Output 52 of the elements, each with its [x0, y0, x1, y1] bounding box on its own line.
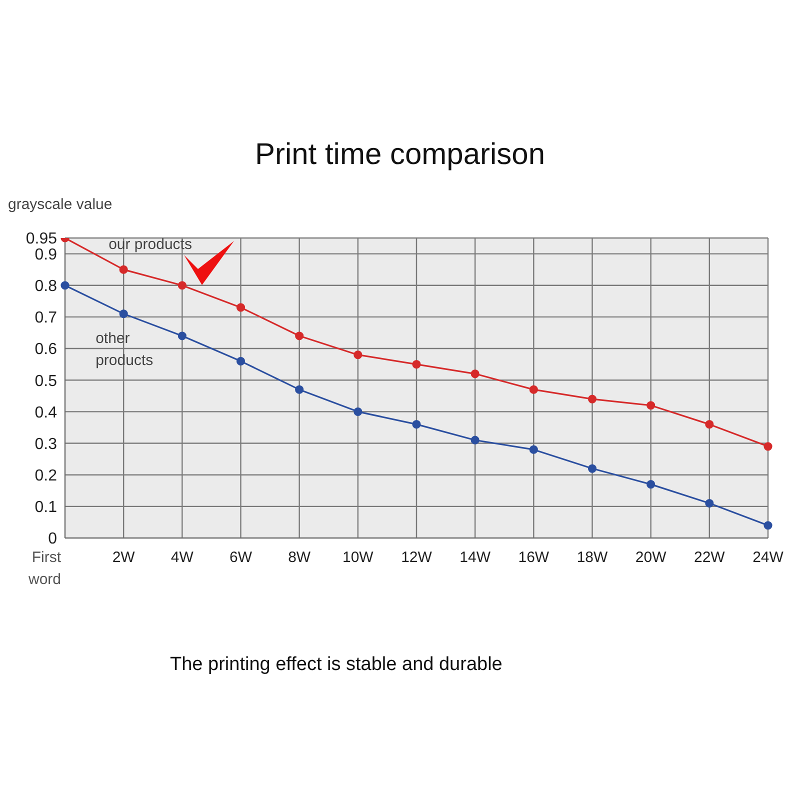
x-tick-label: First word: [27, 549, 62, 588]
y-tick-label: 0.9: [34, 246, 58, 264]
x-tick-label: 22W: [694, 549, 726, 566]
x-tick-label: 6W: [230, 549, 253, 566]
point: [119, 265, 128, 274]
y-axis-title: grayscale value: [8, 196, 114, 215]
chart-title: Print time comparison: [254, 138, 546, 173]
y-tick-label: 0.1: [34, 499, 58, 516]
x-tick-label: 20W: [635, 549, 668, 566]
point: [646, 480, 656, 489]
text: The printing effect is stable and durable: [170, 654, 504, 676]
point: [236, 303, 246, 312]
point: [588, 394, 597, 404]
y-tick-label: 0.6: [34, 341, 58, 358]
y-tick-label: 0.3: [34, 436, 58, 453]
x-tick-label: 18W: [576, 549, 609, 566]
point: [705, 498, 714, 508]
point: [764, 521, 772, 530]
x-tick-label: 10W: [342, 549, 374, 566]
point: [529, 445, 538, 454]
x-tick-label: 14W: [460, 549, 492, 566]
point: [60, 281, 70, 290]
point: [412, 420, 421, 429]
point: [470, 369, 480, 378]
y-tick-label: 0.4: [34, 404, 58, 422]
point: [705, 420, 714, 429]
point: [119, 309, 128, 318]
point: [295, 385, 304, 394]
x-tick-label: 4W: [170, 549, 194, 566]
y-tick-label: 0.95: [26, 230, 58, 248]
y-tick-label: 0.5: [34, 372, 58, 390]
point: [646, 401, 656, 410]
point: [295, 332, 304, 340]
point: [354, 407, 362, 416]
x-tick-label: 16W: [518, 549, 550, 566]
point: [354, 350, 362, 360]
point: [764, 442, 772, 451]
x-tick-label: 12W: [401, 549, 433, 566]
y-tick-label: 0.7: [34, 310, 58, 327]
point: [178, 281, 186, 290]
point: [529, 385, 538, 394]
point: [412, 360, 421, 369]
point: [588, 464, 597, 473]
x-tick-label: 24W: [752, 549, 784, 566]
y-tick-label: 0: [48, 530, 58, 548]
x-tick-label: 8W: [288, 549, 312, 566]
point: [236, 356, 246, 366]
y-tick-label: 0.2: [34, 468, 58, 485]
point: [470, 436, 480, 444]
point: [178, 332, 186, 340]
x-tick-label: 2W: [112, 549, 136, 566]
y-tick-label: 0.8: [34, 278, 58, 296]
